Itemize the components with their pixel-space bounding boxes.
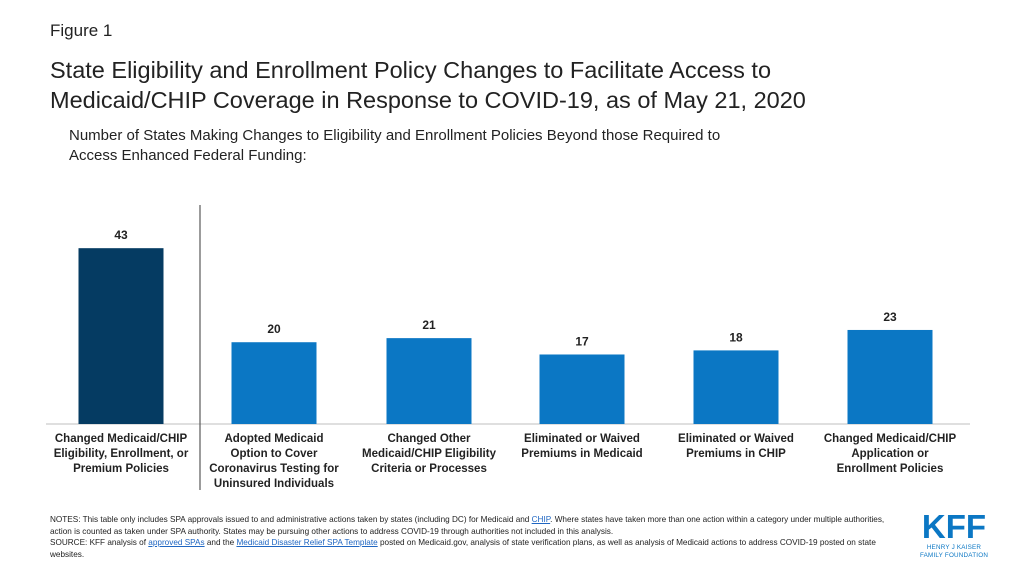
category-label-1-line-2: Eligibility, Enrollment, or: [54, 448, 189, 460]
chart-title-line-2: Medicaid/CHIP Coverage in Response to CO…: [50, 87, 806, 113]
notes-text-part-1: NOTES: This table only includes SPA appr…: [50, 515, 532, 524]
category-label-3-line-2: Medicaid/CHIP Eligibility: [362, 448, 497, 460]
bar-1: [78, 248, 164, 424]
source-text: SOURCE: KFF analysis of approved SPAs an…: [50, 537, 900, 560]
value-label-2: 20: [267, 322, 281, 336]
category-label-1-line-3: Premium Policies: [73, 463, 169, 475]
category-label-1-line-1: Changed Medicaid/CHIP: [55, 433, 188, 445]
source-text-part-3: posted on Medicaid.gov, analysis of stat…: [50, 538, 876, 559]
category-label-2-line-2: Option to Cover: [231, 448, 318, 460]
category-label-5-line-2: Premiums in CHIP: [686, 448, 786, 460]
bar-chart: 43 Changed Medicaid/CHIP Eligibility, Enro…: [46, 205, 970, 490]
bar-3: [386, 338, 472, 424]
category-label-2-line-3: Coronavirus Testing for: [209, 463, 339, 475]
kff-logo: KFF HENRY J KAISER FAMILY FOUNDATION: [914, 510, 994, 559]
chart-title: State Eligibility and Enrollment Policy …: [50, 55, 990, 115]
category-label-4-line-1: Eliminated or Waived: [524, 433, 640, 445]
chart-subtitle-line-2: Access Enhanced Federal Funding:: [69, 147, 307, 164]
category-label-2-line-1: Adopted Medicaid: [224, 433, 323, 445]
logo-line-2: FAMILY FOUNDATION: [919, 551, 989, 559]
bar-5: [693, 350, 779, 424]
source-text-part-2: and the: [204, 538, 237, 547]
category-label-6-line-1: Changed Medicaid/CHIP: [824, 433, 957, 445]
chart-subtitle: Number of States Making Changes to Eligi…: [69, 126, 969, 166]
bar-6: [847, 329, 933, 424]
category-label-5-line-1: Eliminated or Waived: [678, 433, 794, 445]
notes-text: NOTES: This table only includes SPA appr…: [50, 514, 900, 537]
approved-spas-link[interactable]: approved SPAs: [148, 538, 205, 547]
category-label-6-line-2: Application or: [851, 448, 929, 460]
category-label-6-line-3: Enrollment Policies: [837, 463, 944, 475]
bar-2: [231, 342, 317, 424]
logo-mark: KFF: [921, 508, 987, 545]
category-label-4-line-2: Premiums in Medicaid: [521, 448, 642, 460]
category-label-3-line-1: Changed Other: [387, 433, 471, 445]
chart-title-line-1: State Eligibility and Enrollment Policy …: [50, 57, 772, 83]
value-label-5: 18: [729, 330, 743, 344]
notes-text-part-2: . Where states have taken more than one …: [50, 515, 885, 536]
value-label-3: 21: [422, 318, 436, 332]
spa-template-link[interactable]: Medicaid Disaster Relief SPA Template: [236, 538, 378, 547]
category-label-3-line-3: Criteria or Processes: [371, 463, 487, 475]
category-label-2-line-4: Uninsured Individuals: [214, 478, 334, 490]
logo-line-1: HENRY J KAISER: [926, 544, 982, 551]
chart-subtitle-line-1: Number of States Making Changes to Eligi…: [69, 127, 721, 144]
footnotes: NOTES: This table only includes SPA appr…: [50, 514, 900, 560]
value-label-4: 17: [575, 334, 589, 348]
bar-4: [539, 354, 625, 424]
figure-label: Figure 1: [50, 21, 113, 40]
chip-link[interactable]: CHIP: [531, 515, 551, 524]
source-text-part-1: SOURCE: KFF analysis of: [50, 538, 149, 547]
value-label-1: 43: [114, 228, 128, 242]
value-label-6: 23: [883, 310, 897, 324]
